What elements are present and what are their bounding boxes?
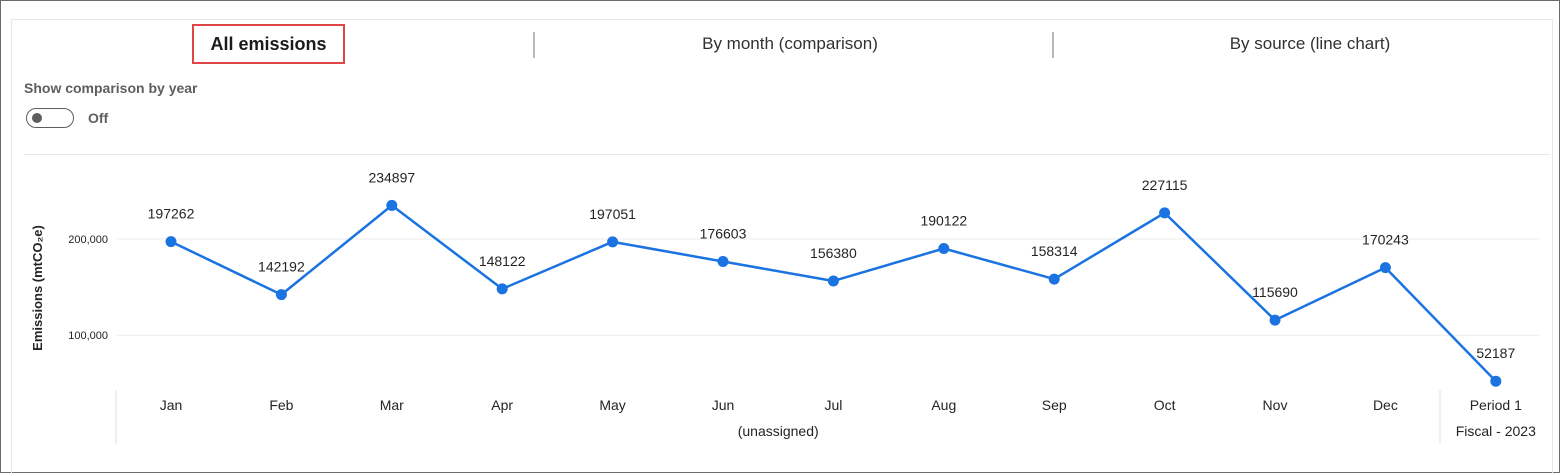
toggle-knob — [32, 113, 42, 123]
data-label: 190122 — [920, 213, 967, 229]
x-tick-label: Jan — [160, 397, 183, 413]
data-label: 176603 — [700, 226, 747, 242]
x-tick-label: Oct — [1154, 397, 1176, 413]
x-tick-label: May — [599, 397, 625, 413]
toggle-state-label: Off — [88, 110, 109, 126]
y-tick-label: 200,000 — [68, 234, 108, 246]
data-label: 197051 — [589, 206, 636, 222]
data-point — [717, 256, 729, 268]
data-point — [496, 283, 508, 295]
tab-by-month-comparison[interactable]: By month (comparison) — [702, 34, 878, 53]
data-point — [1048, 273, 1060, 285]
tab-divider — [1052, 32, 1054, 58]
data-label: 156380 — [810, 245, 857, 261]
x-tick-label: Jul — [824, 397, 842, 413]
data-label: 142192 — [258, 259, 305, 275]
x-tick-label: Sep — [1042, 397, 1067, 413]
data-label: 234897 — [368, 169, 415, 185]
header-divider — [24, 154, 1550, 155]
data-point — [1490, 375, 1502, 387]
y-axis-title: Emissions (mtCO₂e) — [30, 225, 45, 351]
data-label: 115690 — [1252, 284, 1298, 300]
chart-panel — [11, 19, 1553, 473]
data-point — [386, 199, 398, 211]
tab-by-source-line-chart[interactable]: By source (line chart) — [1229, 34, 1391, 53]
x-tick-label: Aug — [931, 397, 956, 413]
data-point — [165, 236, 177, 248]
y-tick-label: 100,000 — [68, 330, 108, 342]
comparison-toggle[interactable] — [26, 108, 74, 128]
x-group-label: Fiscal - 2023 — [1456, 423, 1536, 439]
data-point — [1269, 314, 1281, 326]
data-label: 148122 — [479, 253, 526, 269]
data-point — [938, 243, 950, 255]
x-tick-label: Feb — [269, 397, 293, 413]
data-point — [1379, 262, 1391, 274]
data-point — [607, 236, 619, 248]
data-point — [275, 289, 287, 301]
x-group-label: (unassigned) — [738, 423, 819, 439]
x-tick-label: Nov — [1263, 397, 1288, 413]
x-tick-label: Jun — [712, 397, 735, 413]
data-point — [827, 275, 839, 287]
data-label: 158314 — [1031, 243, 1078, 259]
data-label: 197262 — [148, 206, 195, 222]
x-tick-label: Dec — [1373, 397, 1398, 413]
comparison-toggle-label: Show comparison by year — [24, 80, 198, 96]
data-label: 170243 — [1362, 232, 1409, 248]
data-label: 52187 — [1476, 345, 1515, 361]
data-label: 227115 — [1142, 177, 1188, 193]
x-tick-label: Apr — [491, 397, 513, 413]
tab-all-emissions[interactable]: All emissions — [192, 24, 345, 64]
tab-divider — [533, 32, 535, 58]
data-point — [1159, 207, 1171, 219]
x-tick-label: Period 1 — [1470, 397, 1522, 413]
x-tick-label: Mar — [380, 397, 404, 413]
